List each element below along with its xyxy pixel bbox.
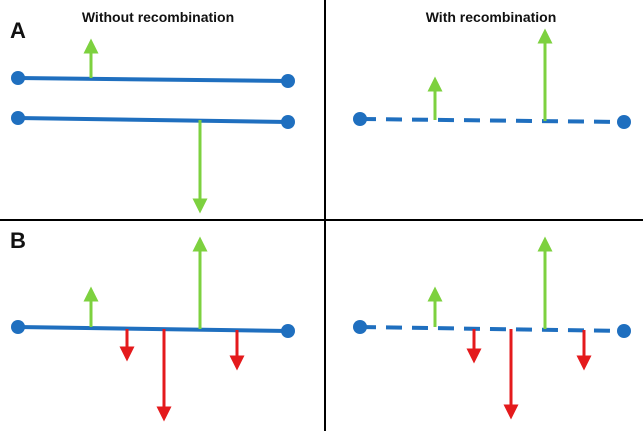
- panel-a-without-recombination: [11, 38, 295, 214]
- panel-a-with-recombination: [353, 28, 631, 129]
- chromosome-2-left-end: [11, 111, 25, 125]
- recombined-chromosome-left-end: [353, 320, 367, 334]
- recombined-chromosome-left-end: [353, 112, 367, 126]
- chromosome-left-end: [11, 320, 25, 334]
- panel-letter-b: B: [10, 228, 26, 253]
- recombined-chromosome-right-end: [617, 324, 631, 338]
- recombined-chromosome: [359, 117, 625, 124]
- chromosome-2-right-end: [281, 115, 295, 129]
- chromosome: [17, 325, 289, 333]
- panel-b-with-recombination: [353, 236, 631, 420]
- right-column-title: With recombination: [426, 9, 557, 25]
- chromosome-1-right-end: [281, 74, 295, 88]
- chromosome-right-end: [281, 324, 295, 338]
- chromosome-2: [17, 116, 289, 124]
- panel-letter-a: A: [10, 18, 26, 43]
- recombined-chromosome: [359, 325, 625, 333]
- recombined-chromosome-right-end: [617, 115, 631, 129]
- chromosome-1-left-end: [11, 71, 25, 85]
- panel-b-without-recombination: [11, 236, 295, 422]
- left-column-title: Without recombination: [82, 9, 234, 25]
- chromosome-1: [17, 76, 289, 83]
